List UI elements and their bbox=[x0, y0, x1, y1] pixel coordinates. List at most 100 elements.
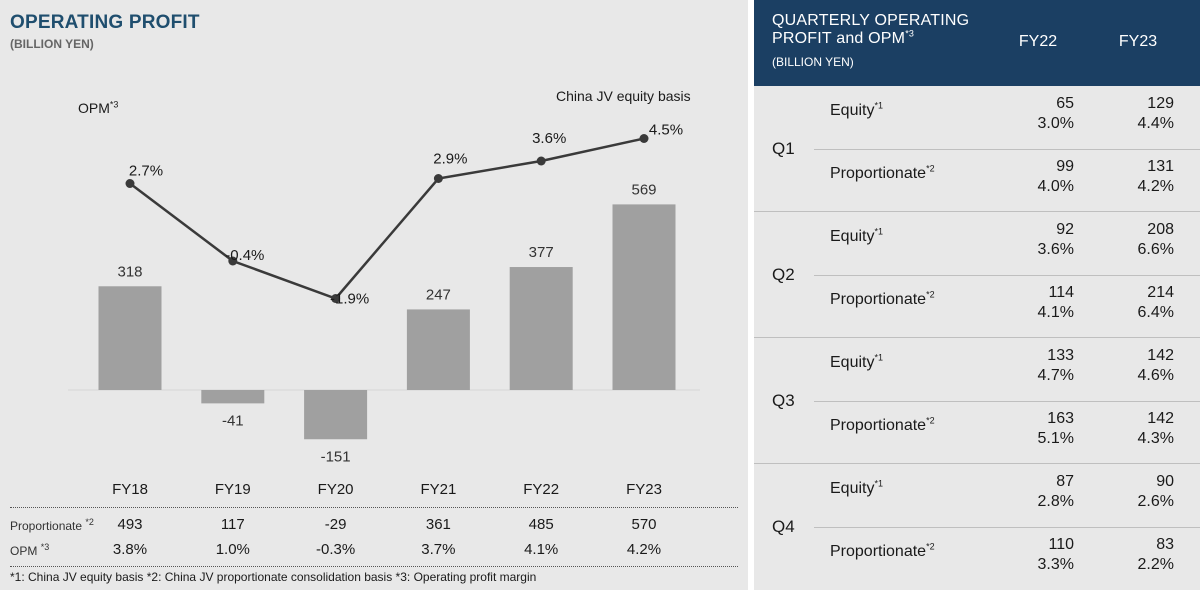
fy22-opm: 3.0% bbox=[1037, 115, 1074, 132]
metric-sup: *1 bbox=[874, 226, 883, 237]
opm-row-label-sup: *3 bbox=[40, 542, 50, 552]
quarterly-header: QUARTERLY OPERATING PROFIT and OPM*3 (BI… bbox=[754, 0, 1200, 86]
quarter-row-q4: Q4 Equity*1 87 2.8% 90 2.6% Proportionate*2 110… bbox=[754, 464, 1200, 590]
fy22-profit: 133 bbox=[1047, 347, 1074, 364]
quarterly-title-line2: PROFIT and OPM bbox=[772, 30, 906, 47]
quarterly-panel: QUARTERLY OPERATING PROFIT and OPM*3 (BI… bbox=[754, 0, 1200, 590]
opm-label-fy20: -1.9% bbox=[330, 291, 369, 308]
proportionate-value-fy21: 361 bbox=[425, 516, 451, 533]
opm-value-fy23: 4.2% bbox=[626, 541, 662, 558]
metric-row-equity: Equity*1 87 2.8% 90 2.6% bbox=[814, 464, 1200, 526]
quarter-row-q3: Q3 Equity*1 133 4.7% 142 4.6% Proportionate*2 1… bbox=[754, 338, 1200, 464]
bar-fy21 bbox=[406, 309, 470, 390]
quarter-row-q2: Q2 Equity*1 92 3.6% 208 6.6% Proportionate*2 11… bbox=[754, 212, 1200, 338]
metric-row-proportionate: Proportionate*2 99 4.0% 131 4.2% bbox=[814, 149, 1200, 211]
fy23-profit: 129 bbox=[1147, 95, 1174, 112]
metric-sup: *1 bbox=[874, 352, 883, 363]
opm-label-fy21: 2.9% bbox=[433, 151, 467, 168]
bar-label-fy21: 247 bbox=[426, 286, 451, 303]
metric-name: Equity bbox=[830, 480, 875, 497]
fy22-opm: 2.8% bbox=[1037, 493, 1074, 510]
row-separator bbox=[814, 527, 1200, 528]
metric-name: Proportionate bbox=[830, 165, 927, 182]
proportionate-row-label: Proportionate *2 bbox=[10, 518, 94, 534]
metric-label: Equity*1 bbox=[830, 226, 883, 246]
operating-profit-chart: 318 -41 -151 247 377 569 2.7% -0.4% -1.9% 2.9% 3.6… bbox=[68, 122, 700, 465]
metric-sup: *2 bbox=[926, 289, 935, 300]
opm-label-sup: *3 bbox=[109, 99, 119, 110]
year-label-fy22: FY22 bbox=[523, 481, 560, 498]
fy22-opm: 3.6% bbox=[1037, 241, 1074, 258]
fy23-profit: 142 bbox=[1147, 347, 1174, 364]
fy23-opm: 2.2% bbox=[1137, 556, 1174, 573]
fy22-profit: 87 bbox=[1056, 473, 1074, 490]
fy22-values: 99 4.0% bbox=[994, 157, 1074, 197]
bar-label-fy18: 318 bbox=[117, 263, 142, 280]
opm-label-text: OPM bbox=[78, 100, 110, 116]
proportionate-value-fy18: 493 bbox=[117, 516, 143, 533]
fy22-values: 114 4.1% bbox=[994, 283, 1074, 323]
row-separator bbox=[814, 149, 1200, 150]
quarterly-title: QUARTERLY OPERATING PROFIT and OPM*3 bbox=[772, 12, 969, 48]
footnote: *1: China JV equity basis *2: China JV p… bbox=[10, 570, 537, 584]
bar-fy20 bbox=[304, 390, 368, 440]
fy23-profit: 90 bbox=[1156, 473, 1174, 490]
metric-name: Proportionate bbox=[830, 417, 927, 434]
footnote-divider bbox=[10, 566, 738, 567]
bar-label-fy19: -41 bbox=[222, 412, 244, 429]
operating-profit-panel: OPERATING PROFIT (BILLION YEN) OPM*3 Chi… bbox=[0, 0, 748, 590]
fy22-opm: 4.7% bbox=[1037, 367, 1074, 384]
year-label-fy19: FY19 bbox=[214, 481, 251, 498]
chart-unit: (BILLION YEN) bbox=[10, 37, 94, 51]
metric-name: Equity bbox=[830, 102, 875, 119]
fy23-values: 208 6.6% bbox=[1094, 220, 1174, 260]
fy23-opm: 6.4% bbox=[1137, 304, 1174, 321]
metric-label: Proportionate*2 bbox=[830, 542, 935, 561]
fy23-opm: 6.6% bbox=[1137, 241, 1174, 258]
opm-row-label-text: OPM bbox=[10, 544, 38, 558]
fy22-values: 163 5.1% bbox=[994, 409, 1074, 449]
opm-line bbox=[129, 137, 645, 300]
quarter-label: Q1 bbox=[772, 139, 795, 158]
quarter-separator bbox=[754, 463, 1200, 464]
proportionate-value-fy22: 485 bbox=[528, 516, 554, 533]
fy23-values: 90 2.6% bbox=[1094, 472, 1174, 512]
quarter-separator bbox=[754, 337, 1200, 338]
opm-label-fy23: 4.5% bbox=[649, 122, 683, 139]
bar-label-fy22: 377 bbox=[529, 244, 554, 261]
metric-label: Equity*1 bbox=[830, 101, 883, 120]
fy23-profit: 214 bbox=[1147, 284, 1174, 301]
fy23-opm: 4.3% bbox=[1137, 430, 1174, 447]
metric-label: Proportionate*2 bbox=[830, 164, 935, 183]
opm-label-fy18: 2.7% bbox=[129, 163, 163, 180]
fy23-values: 142 4.3% bbox=[1094, 409, 1174, 449]
quarterly-unit: (BILLION YEN) bbox=[772, 55, 854, 69]
proportionate-row: Proportionate *2 493 117 -29 361 485 570 bbox=[10, 515, 738, 537]
fy22-profit: 65 bbox=[1056, 95, 1074, 112]
metric-sup: *2 bbox=[926, 415, 935, 426]
fy23-profit: 83 bbox=[1156, 536, 1174, 553]
quarterly-title-sup: *3 bbox=[905, 28, 915, 39]
quarter-label: Q2 bbox=[772, 265, 795, 284]
fy22-profit: 92 bbox=[1056, 221, 1074, 238]
opm-value-fy22: 4.1% bbox=[524, 541, 559, 558]
opm-value-fy19: 1.0% bbox=[215, 541, 250, 558]
fy23-profit: 142 bbox=[1147, 410, 1174, 427]
fy22-profit: 114 bbox=[1048, 284, 1074, 301]
proportionate-value-fy19: 117 bbox=[220, 516, 245, 533]
metric-label: Proportionate*2 bbox=[830, 415, 935, 435]
opm-value-fy20: -0.3% bbox=[316, 541, 356, 558]
opm-point-fy19 bbox=[228, 256, 238, 266]
opm-point-fy18 bbox=[125, 179, 135, 188]
col-header-fy23: FY23 bbox=[1118, 33, 1158, 50]
opm-label-fy22: 3.6% bbox=[532, 130, 566, 147]
metric-row-equity: Equity*1 92 3.6% 208 6.6% bbox=[814, 212, 1200, 274]
fy23-opm: 2.6% bbox=[1137, 493, 1174, 510]
bar-fy18 bbox=[98, 286, 162, 390]
quarterly-title-line1: QUARTERLY OPERATING bbox=[772, 12, 970, 29]
year-label-fy23: FY23 bbox=[626, 481, 662, 498]
year-label-fy18: FY18 bbox=[112, 481, 148, 498]
metric-row-proportionate: Proportionate*2 114 4.1% 214 6.4% bbox=[814, 275, 1200, 337]
fy22-opm: 4.1% bbox=[1037, 304, 1074, 321]
opm-point-fy22 bbox=[536, 156, 546, 166]
